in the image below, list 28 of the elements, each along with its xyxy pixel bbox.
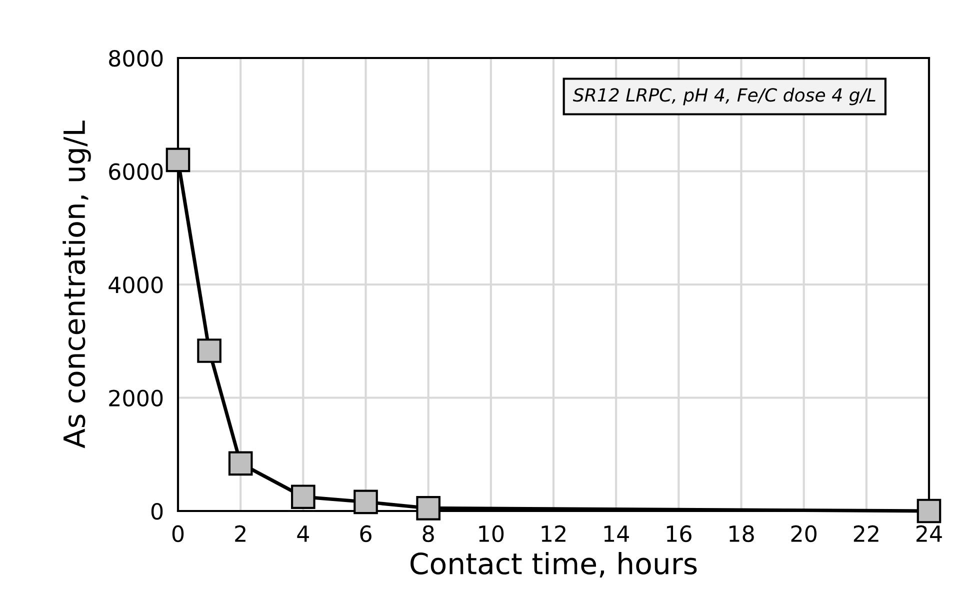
y-tick-label: 0 <box>151 502 163 520</box>
x-tick-label: 0 <box>172 525 184 542</box>
x-tick-label: 22 <box>854 525 878 542</box>
y-tick-label: 8000 <box>109 50 163 67</box>
x-tick-label: 12 <box>542 525 566 542</box>
x-tick-label: 24 <box>916 525 942 542</box>
x-tick-label: 8 <box>422 525 434 542</box>
point <box>916 498 942 524</box>
x-tick-label: 20 <box>791 525 816 542</box>
x-tick-label: 10 <box>479 525 504 542</box>
y-tick-label: 4000 <box>108 276 163 294</box>
y-tick-label: 2000 <box>109 390 163 407</box>
x-tick-label: 4 <box>297 526 309 542</box>
point <box>354 490 378 514</box>
x-axis-title: Contact time, hours <box>410 552 697 578</box>
point <box>166 148 190 172</box>
annotation: SR12 LRPC, pH 4, Fe/C dose 4 g/L <box>572 88 876 106</box>
point <box>416 496 440 520</box>
point <box>228 451 253 476</box>
point <box>291 484 316 509</box>
y-tick-label: 6000 <box>109 163 163 180</box>
x-tick-label: 14 <box>604 526 629 542</box>
x-tick-label: 18 <box>730 525 754 542</box>
y-axis-title: As concentration, ug/L <box>62 120 91 448</box>
x-tick-label: 6 <box>360 525 372 542</box>
point <box>197 338 222 363</box>
x-tick-label: 16 <box>666 525 692 542</box>
x-tick-label: 2 <box>235 525 246 542</box>
